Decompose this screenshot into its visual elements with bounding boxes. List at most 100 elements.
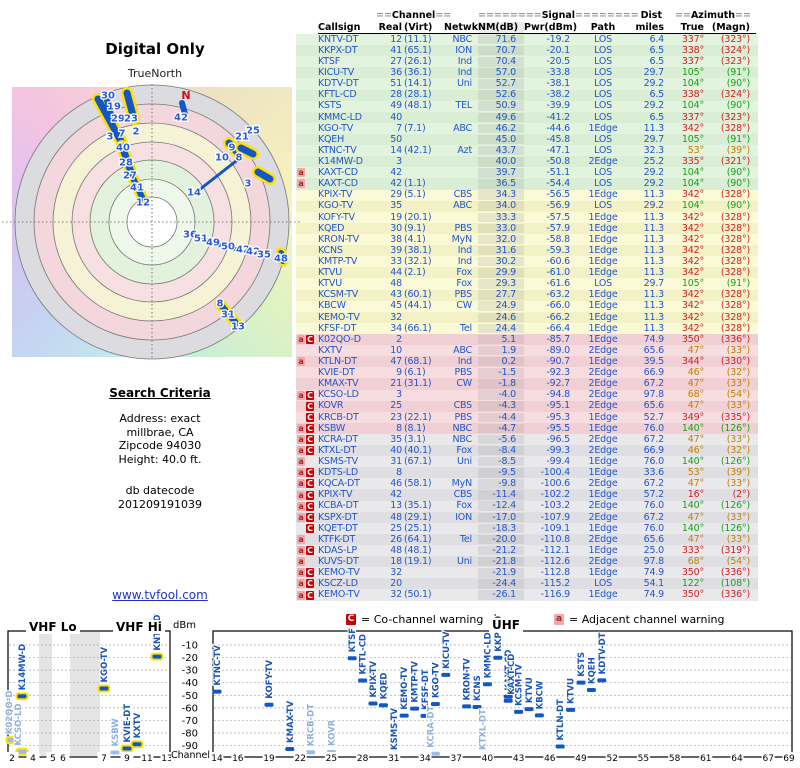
- cell-dist-miles: 29.7: [643, 133, 665, 145]
- tick-chip: [730, 752, 744, 763]
- polar-channel-label: 30: [101, 91, 115, 102]
- cell-pwr-dbm: -66.2: [546, 311, 570, 323]
- cell-callsign: KCSO-LD: [318, 389, 359, 401]
- cell-virtual-channel: (19.1): [404, 555, 432, 567]
- co-channel-warning-icon: C: [346, 614, 356, 625]
- adjacent-channel-warning-icon: a: [297, 335, 305, 344]
- cell-nm-db: 46.2: [478, 124, 524, 134]
- signal-bar: [462, 704, 472, 709]
- cell-dist-miles: 66.9: [643, 444, 665, 456]
- cell-path: 1Edge: [588, 122, 618, 134]
- warning-markers: a C: [296, 590, 318, 600]
- warning-markers: a C: [296, 68, 318, 77]
- signal-group-header: ========Signal========: [478, 10, 639, 22]
- co-channel-warning-icon: C: [306, 401, 314, 411]
- channel-tick-label: 7: [101, 754, 107, 764]
- cell-real-channel: 27: [390, 56, 402, 68]
- warning-markers: a C: [296, 512, 318, 522]
- cell-azimuth-magn: (90°): [726, 178, 750, 190]
- cell-azimuth-magn: (323°): [720, 111, 750, 123]
- cell-virtual-channel: (48.1): [404, 100, 432, 112]
- polar-channel-label: 41: [130, 183, 144, 194]
- channel-tick-label: 31: [388, 754, 399, 764]
- cell-path: 1Edge: [588, 233, 618, 245]
- station-label: KTLN-DT: [556, 699, 566, 740]
- cell-azimuth-true: 47°: [687, 478, 704, 490]
- cell-network: Ind: [457, 355, 472, 367]
- cell-dist-miles: 6.5: [649, 89, 664, 101]
- cell-path: 2Edge: [588, 444, 618, 456]
- vhf-gap-band: [39, 632, 52, 756]
- cell-pwr-dbm: -100.4: [540, 467, 571, 479]
- station-label: KSBW: [111, 718, 121, 747]
- channel-tick-label: 37: [450, 754, 461, 764]
- co-channel-warning-icon: C: [306, 501, 314, 511]
- cell-dist-miles: 74.9: [643, 589, 665, 601]
- cell-real-channel: 26: [390, 533, 402, 545]
- cell-callsign: KSTS: [318, 100, 342, 112]
- table-row: a CKTFK-DT 26(64.1) Tel -20.0 -110.8 2Edge 65.…: [296, 533, 758, 546]
- table-row: a CKSTS49(48.1)TEL50.9-39.9LOS29.2104°(9…: [296, 100, 758, 112]
- signal-bar: [430, 751, 440, 756]
- channel-tick-label: 34: [419, 754, 431, 764]
- col-nm: NM(dB): [478, 21, 524, 33]
- col-pwr: Pwr(dBm): [524, 21, 578, 33]
- cell-callsign: KPIX-TV: [318, 189, 353, 201]
- cell-azimuth-true: 342°: [681, 289, 704, 301]
- table-row: a CKOFY-TV19(20.1)33.3-57.51Edge11.3342°…: [296, 211, 758, 223]
- cell-callsign: KTFK-DT: [318, 533, 356, 545]
- warning-markers: a C: [296, 335, 318, 344]
- cell-azimuth-magn: (335°): [720, 411, 750, 423]
- polar-channel-label: 2: [133, 127, 140, 138]
- station-pill: [179, 100, 188, 117]
- table-row: a C KDTS-LD 8 -9.5 -100.4 1Edge 33.6 53° (39°): [296, 467, 758, 479]
- cell-nm-db: -17.0: [478, 512, 524, 522]
- adjacent-channel-warning-icon: a: [297, 557, 305, 567]
- table-row: a CKQED30(9.1)PBS33.0-57.91Edge11.3342°(…: [296, 222, 758, 234]
- warning-markers: a C: [296, 446, 318, 456]
- cell-pwr-dbm: -61.0: [546, 267, 570, 279]
- adjacent-channel-warning-icon: a: [297, 457, 305, 467]
- cell-callsign: KSPX-DT: [318, 511, 358, 523]
- signal-bar: [358, 678, 368, 683]
- cell-nm-db: 1.9: [478, 346, 524, 356]
- cell-nm-db: -21.8: [478, 557, 524, 567]
- cell-dist-miles: 65.6: [643, 400, 665, 412]
- cell-real-channel: 25: [390, 522, 402, 534]
- signal-bar: [7, 738, 17, 743]
- cell-virtual-channel: (26.1): [404, 56, 432, 68]
- cell-path: 1Edge: [588, 333, 618, 345]
- cell-path: 2Edge: [588, 511, 618, 523]
- station-label: KXTV: [133, 712, 143, 738]
- cell-path: LOS: [594, 100, 612, 112]
- cell-dist-miles: 25.2: [643, 156, 665, 167]
- channel-tick-label: 11: [141, 754, 152, 764]
- cell-pwr-dbm: -33.8: [546, 67, 570, 79]
- db-datecode-value: 201209191039: [118, 497, 202, 511]
- cell-pwr-dbm: -20.5: [546, 56, 570, 68]
- station-label: KTSF: [348, 628, 358, 653]
- cell-azimuth-magn: (91°): [726, 278, 750, 290]
- cell-virtual-channel: (32.1): [404, 255, 432, 267]
- cell-callsign: KGO-TV: [318, 200, 353, 212]
- cell-real-channel: 43: [390, 289, 402, 301]
- cell-network: Fox: [456, 444, 472, 456]
- cell-pwr-dbm: -89.0: [546, 344, 570, 356]
- polar-channel-label: 48: [274, 254, 288, 265]
- cell-azimuth-true: 342°: [681, 211, 704, 223]
- azimuth-group-header: ==Azimuth==: [675, 10, 751, 22]
- cell-callsign: KNTV-DT: [318, 33, 359, 45]
- signal-bar: [493, 655, 503, 660]
- cell-virtual-channel: (44.1): [404, 300, 432, 312]
- tvfool-link[interactable]: www.tvfool.com: [112, 588, 208, 602]
- cell-path: 1Edge: [588, 222, 618, 234]
- cell-nm-db: 52.6: [478, 90, 524, 100]
- station-pill: [201, 238, 210, 243]
- channel-tick-label: 52: [606, 754, 617, 764]
- signal-bar: [472, 704, 482, 709]
- cell-azimuth-true: 338°: [681, 44, 704, 56]
- cell-pwr-dbm: -112.8: [540, 567, 571, 579]
- cell-nm-db: 29.3: [478, 279, 524, 289]
- db-datecode-label: db datecode: [125, 484, 195, 497]
